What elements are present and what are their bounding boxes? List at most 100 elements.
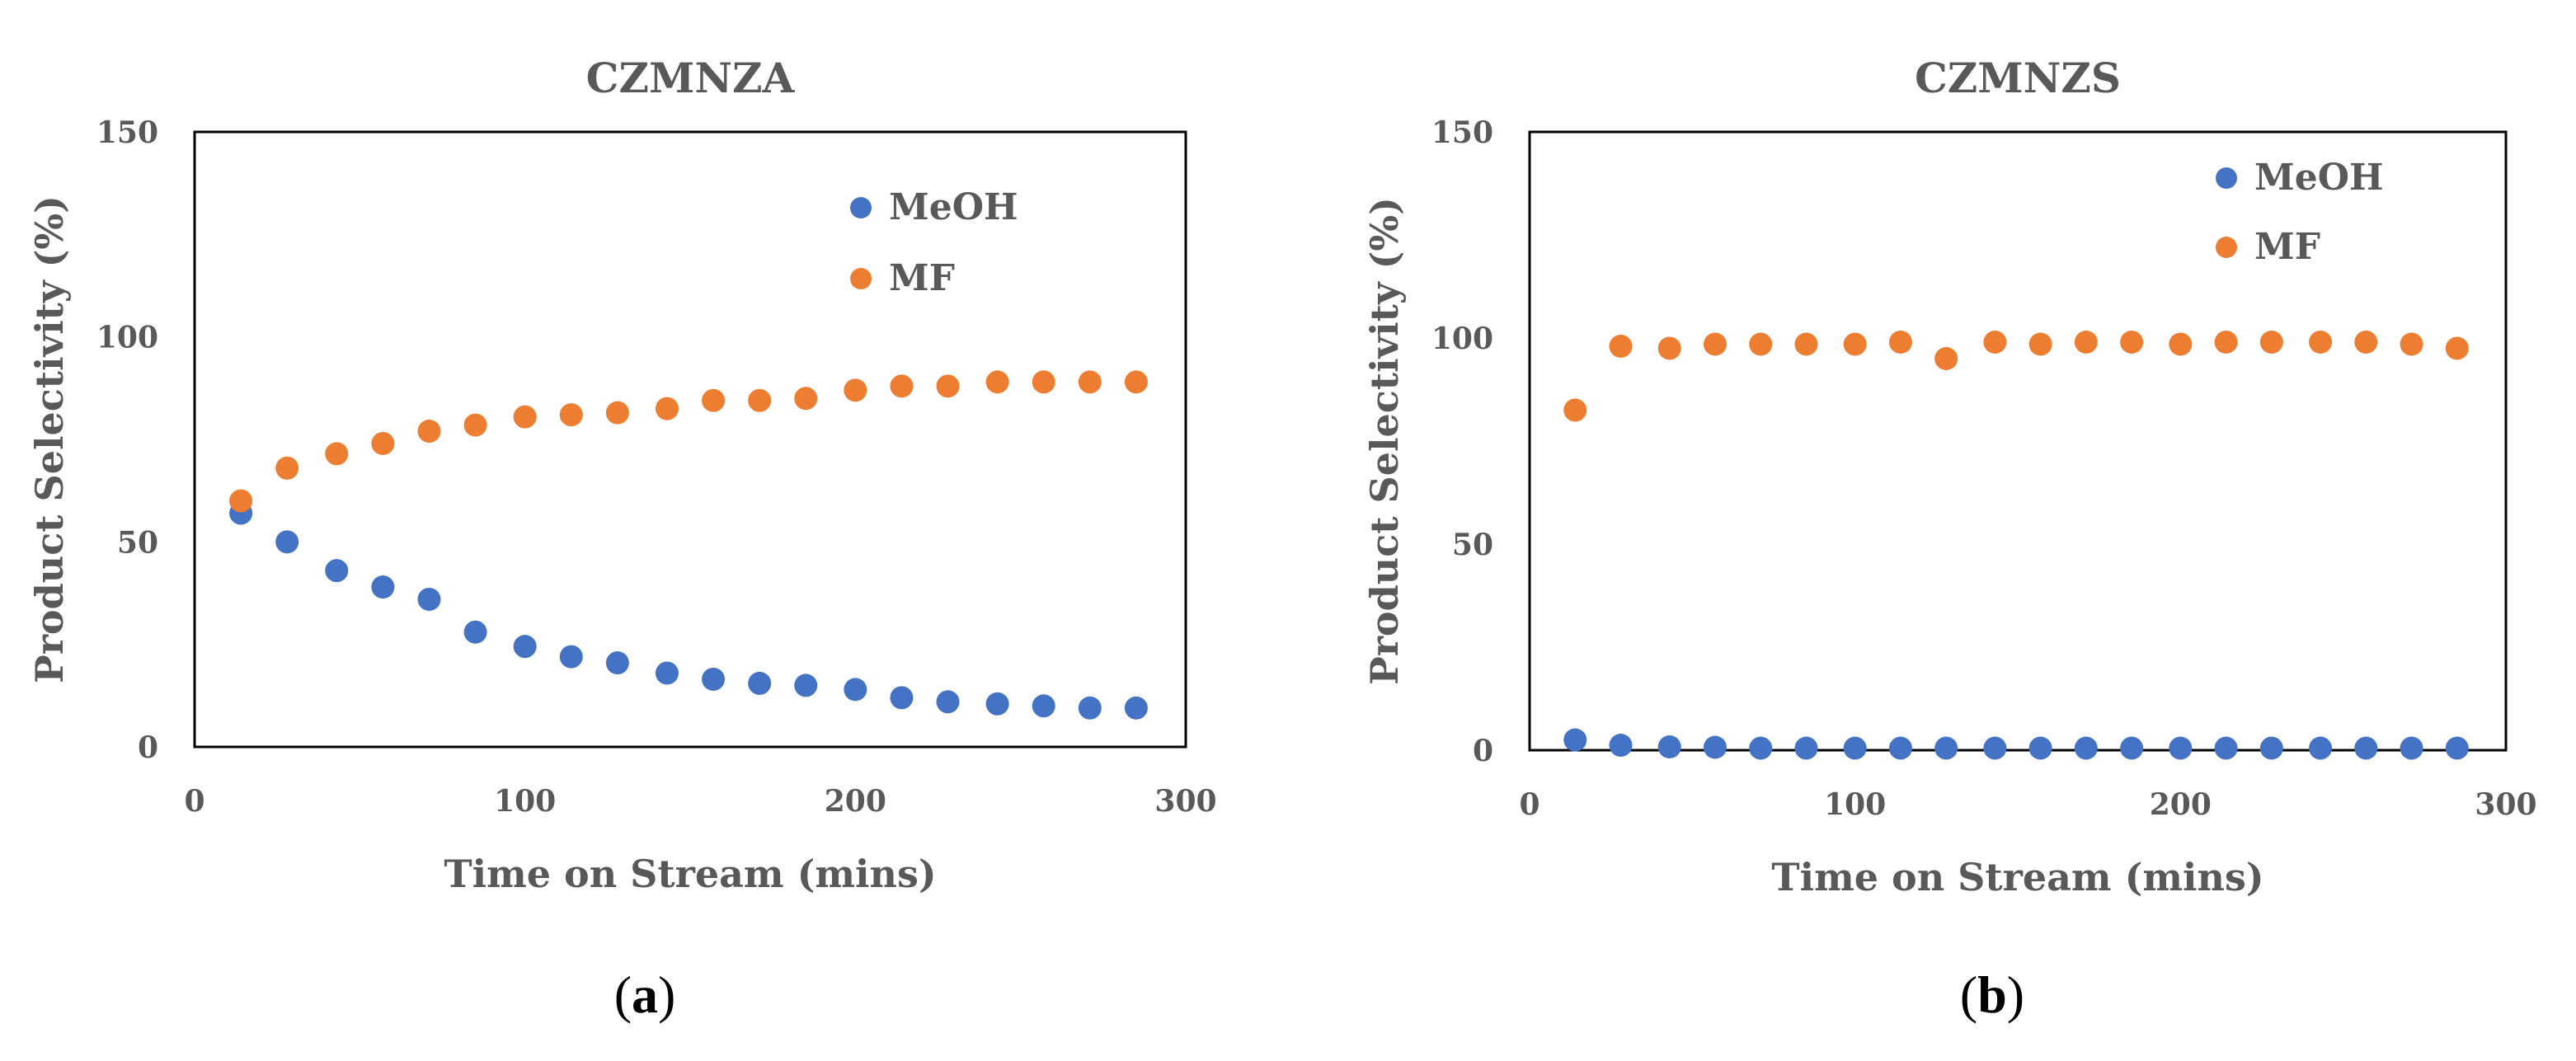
- data-point-meoh: [936, 690, 960, 714]
- data-point-meoh: [1983, 736, 2007, 760]
- plot-area: [193, 130, 1187, 749]
- panel-caption-letter: b: [1977, 965, 2007, 1024]
- data-point-mf: [1749, 332, 1773, 356]
- data-point-meoh: [655, 661, 679, 685]
- data-point-meoh: [371, 575, 395, 599]
- y-tick-label: 100: [96, 321, 158, 355]
- x-tick-label: 200: [825, 784, 886, 819]
- legend-label-meoh: MeOH: [889, 186, 1018, 228]
- data-point-mf: [2445, 336, 2469, 360]
- data-point-meoh: [890, 686, 914, 710]
- data-point-mf: [794, 387, 818, 411]
- data-point-mf: [1124, 370, 1148, 394]
- panel-a: CZMNZA 0 50 100 150 0 100 200 300 Time on Stream …: [27, 54, 1217, 1024]
- data-point-mf: [2214, 331, 2238, 354]
- y-axis-label: Product Selectivity (%): [27, 195, 72, 683]
- data-point-mf: [1563, 398, 1587, 422]
- x-tick-label: 100: [494, 784, 556, 819]
- x-tick-label: 0: [184, 784, 204, 819]
- data-point-meoh: [2120, 736, 2144, 760]
- data-point-mf: [2400, 332, 2423, 356]
- data-point-meoh: [748, 671, 772, 695]
- data-point-meoh: [2354, 736, 2378, 760]
- y-tick-label: 100: [1431, 322, 1493, 356]
- data-point-mf: [463, 413, 487, 437]
- data-point-mf: [1843, 332, 1867, 356]
- data-point-meoh: [463, 620, 487, 644]
- legend-marker-meoh: [2216, 167, 2237, 189]
- y-tick-label: 150: [1431, 115, 1493, 150]
- legend-marker-mf: [850, 268, 872, 289]
- data-point-meoh: [1888, 736, 1912, 760]
- panel-caption: (a): [614, 965, 676, 1024]
- x-tick-label: 200: [2150, 787, 2212, 822]
- data-point-mf: [2354, 331, 2378, 354]
- data-point-meoh: [2169, 736, 2193, 760]
- data-point-meoh: [1032, 694, 1055, 718]
- data-point-mf: [985, 370, 1009, 394]
- data-point-mf: [559, 403, 583, 427]
- data-point-mf: [748, 388, 772, 412]
- data-point-mf: [605, 401, 629, 425]
- data-point-mf: [325, 442, 349, 466]
- y-tick-label: 50: [117, 525, 158, 560]
- data-point-mf: [1794, 332, 1818, 356]
- data-point-meoh: [2445, 736, 2469, 760]
- data-point-mf: [1609, 335, 1633, 358]
- data-point-meoh: [1794, 736, 1818, 760]
- data-point-meoh: [702, 667, 726, 691]
- y-tick-label: 50: [1452, 528, 1493, 562]
- x-axis-label: Time on Stream (mins): [444, 852, 936, 896]
- data-point-mf: [1983, 331, 2007, 354]
- data-point-mf: [2120, 331, 2144, 354]
- data-point-mf: [417, 420, 441, 444]
- x-axis-label: Time on Stream (mins): [1771, 855, 2263, 899]
- data-point-mf: [1703, 332, 1727, 356]
- panel-caption: (b): [1960, 965, 2024, 1024]
- data-point-mf: [1657, 336, 1681, 360]
- panel-b: CZMNZS 0 50 100 150 0 100 200 300 Time on Stream …: [1362, 54, 2537, 1024]
- data-point-meoh: [325, 559, 349, 583]
- data-point-mf: [2309, 331, 2333, 354]
- data-point-mf: [513, 405, 537, 429]
- data-point-meoh: [2259, 736, 2283, 760]
- data-point-meoh: [1657, 735, 1681, 758]
- panel-caption-letter: a: [632, 965, 658, 1024]
- x-tick-label: 100: [1824, 787, 1886, 822]
- data-point-mf: [2169, 332, 2193, 356]
- data-point-meoh: [1934, 736, 1958, 760]
- data-point-mf: [844, 378, 867, 402]
- data-point-meoh: [2028, 736, 2052, 760]
- data-point-mf: [229, 489, 253, 513]
- data-point-meoh: [559, 645, 583, 669]
- data-point-mf: [2259, 331, 2283, 354]
- data-point-meoh: [417, 587, 441, 611]
- y-tick-label: 0: [138, 730, 158, 765]
- data-point-mf: [1934, 347, 1958, 370]
- data-point-meoh: [1609, 734, 1633, 757]
- data-point-meoh: [2400, 736, 2423, 760]
- chart-title: CZMNZS: [1915, 54, 2121, 102]
- x-tick-label: 0: [1519, 787, 1539, 822]
- data-point-mf: [371, 431, 395, 455]
- legend-label-meoh: MeOH: [2254, 157, 2384, 199]
- legend-marker-meoh: [850, 197, 872, 218]
- data-point-meoh: [2214, 736, 2238, 760]
- data-point-mf: [890, 374, 914, 398]
- data-point-mf: [1078, 370, 1102, 394]
- y-axis-label: Product Selectivity (%): [1362, 197, 1407, 685]
- data-point-meoh: [2309, 736, 2333, 760]
- data-point-mf: [1032, 370, 1055, 394]
- chart-title: CZMNZA: [586, 54, 796, 102]
- data-point-meoh: [985, 692, 1009, 716]
- legend-label-mf: MF: [2254, 226, 2320, 268]
- data-point-meoh: [1843, 736, 1867, 760]
- legend-label-mf: MF: [889, 257, 955, 299]
- y-tick-label: 0: [1473, 734, 1493, 768]
- data-point-mf: [2074, 331, 2098, 354]
- data-point-meoh: [1563, 728, 1587, 752]
- x-tick-label: 300: [1154, 784, 1216, 819]
- data-point-meoh: [1749, 736, 1773, 760]
- data-point-mf: [1888, 331, 1912, 354]
- data-point-mf: [655, 397, 679, 420]
